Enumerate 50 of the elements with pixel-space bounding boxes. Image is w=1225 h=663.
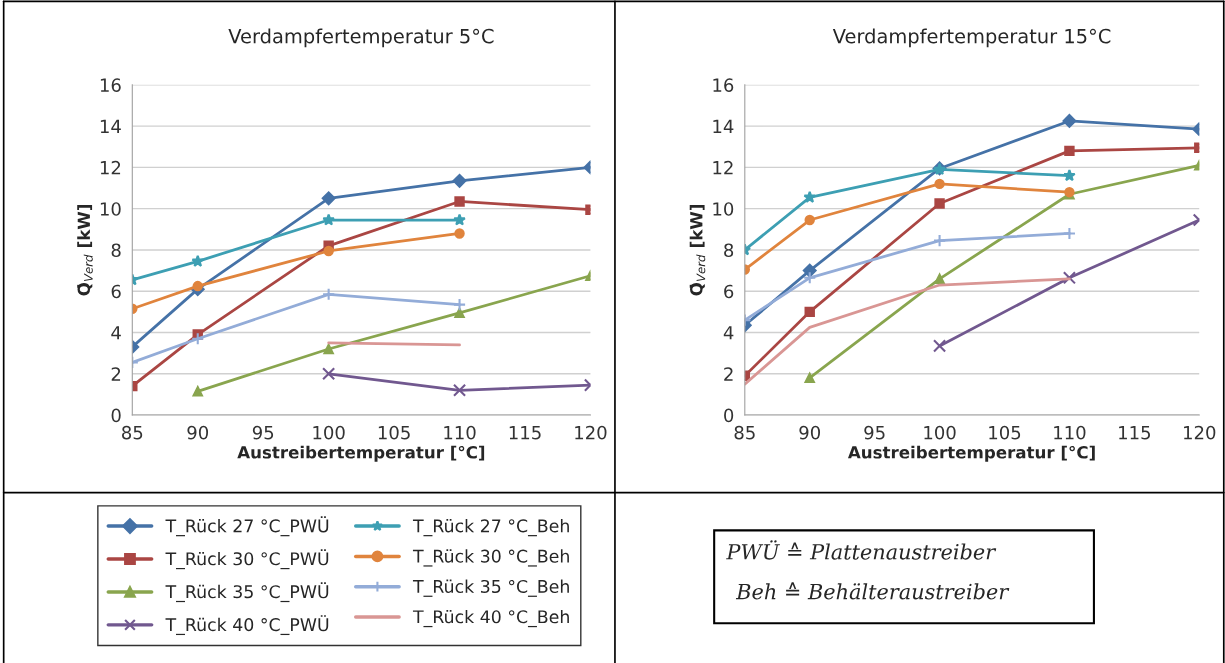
legend-label: T_Rück 30 °C_PWÜ xyxy=(165,549,329,570)
y-tick-label: 2 xyxy=(724,367,733,381)
legend-label: T_Rück 40 °C_PWÜ xyxy=(165,615,329,636)
y-tick-label: 12 xyxy=(713,160,733,175)
legend-label: T_Rück 30 °C_Beh xyxy=(412,549,569,567)
y-tick-label: 8 xyxy=(724,243,734,258)
legend-label: T_Rück 35 °C_Beh xyxy=(412,579,569,597)
legend-label: T_Rück 27 °C_PWÜ xyxy=(165,516,329,537)
y-tick-label: 12 xyxy=(100,160,121,175)
y-axis-title: Q̇$_{Verd}$ [kW] xyxy=(689,205,706,296)
y-tick-label: 10 xyxy=(713,202,734,216)
x-tick-label: 110 xyxy=(444,425,476,440)
text: Beh ≙ Behälteraustreiber xyxy=(735,582,1010,600)
y-tick-label: 16 xyxy=(100,78,121,92)
x-tick-label: 85 xyxy=(734,425,755,440)
y-axis-title: Q̇$_{Verd}$ [kW] xyxy=(77,205,93,296)
y-tick-label: 14 xyxy=(100,119,121,133)
y-tick-label: 8 xyxy=(111,243,121,258)
y-tick-label: 4 xyxy=(111,326,121,340)
legend-label: T_Rück 35 °C_PWÜ xyxy=(165,582,329,603)
x-axis-title: Austreibertemperatur [°C] xyxy=(237,445,485,462)
x-tick-label: 105 xyxy=(378,425,410,440)
x-tick-label: 105 xyxy=(989,425,1021,440)
chart-title: Verdampfertemperatur 15°C xyxy=(832,28,1111,48)
y-tick-label: 6 xyxy=(724,284,734,299)
x-tick-label: 90 xyxy=(799,425,821,440)
y-tick-label: 16 xyxy=(713,78,734,92)
x-tick-label: 110 xyxy=(1054,425,1086,440)
y-tick-label: 14 xyxy=(713,119,734,133)
y-tick-label: 10 xyxy=(100,202,121,216)
x-tick-label: 90 xyxy=(187,425,209,440)
x-tick-label: 95 xyxy=(252,425,274,440)
x-tick-label: 95 xyxy=(864,425,885,440)
y-tick-label: 6 xyxy=(111,284,121,299)
x-tick-label: 115 xyxy=(1119,426,1150,440)
chart-title: Verdampfertemperatur 5°C xyxy=(228,28,494,48)
x-tick-label: 120 xyxy=(575,425,607,440)
y-tick-label: 4 xyxy=(723,326,734,340)
text: PWÜ ≙ Plattenaustreiber xyxy=(726,540,997,560)
legend-label: T_Rück 27 °C_Beh xyxy=(412,518,569,537)
x-tick-label: 120 xyxy=(1184,425,1216,440)
y-tick-label: 2 xyxy=(111,367,121,381)
x-tick-label: 100 xyxy=(924,425,956,440)
x-axis-title: Austreibertemperatur [°C] xyxy=(847,445,1095,462)
legend-label: T_Rück 40 °C_Beh xyxy=(412,609,569,628)
y-tick-label: 0 xyxy=(111,408,121,423)
x-tick-label: 100 xyxy=(313,425,345,440)
y-tick-label: 0 xyxy=(724,408,734,423)
x-tick-label: 115 xyxy=(509,426,541,440)
x-tick-label: 85 xyxy=(122,425,143,440)
